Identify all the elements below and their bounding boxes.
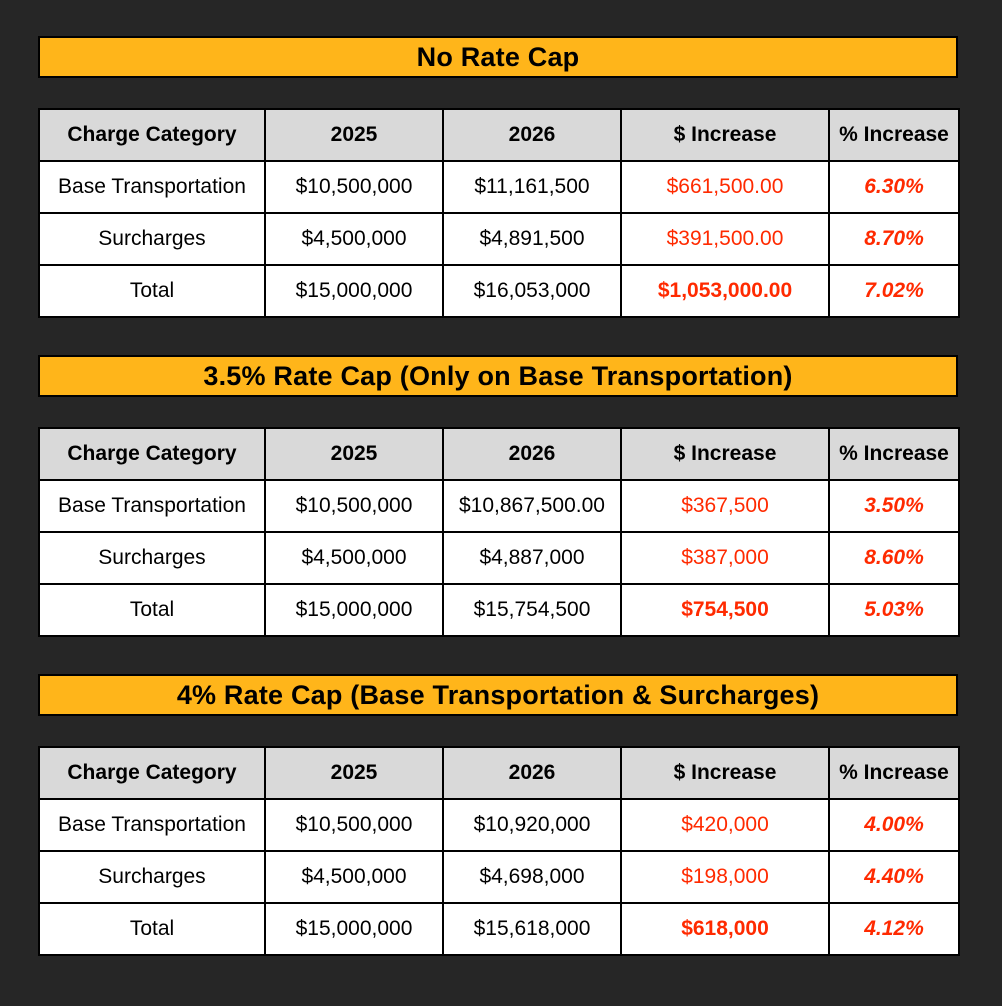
table-row: Base Transportation $10,500,000 $10,867,… bbox=[38, 479, 960, 533]
table-row: Surcharges $4,500,000 $4,887,000 $387,00… bbox=[38, 531, 960, 585]
cell-percent-increase: 4.12% bbox=[828, 902, 960, 956]
column-header-charge-category: Charge Category bbox=[38, 108, 266, 162]
column-header-charge-category: Charge Category bbox=[38, 427, 266, 481]
section-title-no-rate-cap: No Rate Cap bbox=[38, 36, 958, 78]
cell-2025: $10,500,000 bbox=[264, 160, 444, 214]
cell-percent-increase: 7.02% bbox=[828, 264, 960, 318]
cell-dollar-increase: $420,000 bbox=[620, 798, 830, 852]
cell-category: Total bbox=[38, 902, 266, 956]
cell-2025: $10,500,000 bbox=[264, 798, 444, 852]
column-header-2025: 2025 bbox=[264, 108, 444, 162]
cell-2026: $4,887,000 bbox=[442, 531, 622, 585]
column-header-percent-increase: % Increase bbox=[828, 427, 960, 481]
cell-percent-increase: 4.00% bbox=[828, 798, 960, 852]
cell-category: Base Transportation bbox=[38, 798, 266, 852]
table-total-row: Total $15,000,000 $16,053,000 $1,053,000… bbox=[38, 264, 960, 318]
column-header-percent-increase: % Increase bbox=[828, 108, 960, 162]
cell-2026: $10,920,000 bbox=[442, 798, 622, 852]
cell-category: Base Transportation bbox=[38, 479, 266, 533]
cell-category: Base Transportation bbox=[38, 160, 266, 214]
table-row: Base Transportation $10,500,000 $11,161,… bbox=[38, 160, 960, 214]
cell-2025: $15,000,000 bbox=[264, 264, 444, 318]
cell-2026: $4,698,000 bbox=[442, 850, 622, 904]
cell-category: Total bbox=[38, 264, 266, 318]
rate-table-4-cap: Charge Category 2025 2026 $ Increase % I… bbox=[38, 746, 960, 956]
column-header-2026: 2026 bbox=[442, 427, 622, 481]
table-header-row: Charge Category 2025 2026 $ Increase % I… bbox=[38, 108, 960, 162]
cell-category: Surcharges bbox=[38, 531, 266, 585]
cell-category: Surcharges bbox=[38, 850, 266, 904]
section-title-4-rate-cap: 4% Rate Cap (Base Transportation & Surch… bbox=[38, 674, 958, 716]
column-header-2026: 2026 bbox=[442, 746, 622, 800]
cell-2025: $4,500,000 bbox=[264, 850, 444, 904]
table-total-row: Total $15,000,000 $15,754,500 $754,500 5… bbox=[38, 583, 960, 637]
table-row: Base Transportation $10,500,000 $10,920,… bbox=[38, 798, 960, 852]
cell-2026: $10,867,500.00 bbox=[442, 479, 622, 533]
cell-percent-increase: 4.40% bbox=[828, 850, 960, 904]
column-header-percent-increase: % Increase bbox=[828, 746, 960, 800]
cell-2025: $10,500,000 bbox=[264, 479, 444, 533]
table-header-row: Charge Category 2025 2026 $ Increase % I… bbox=[38, 427, 960, 481]
cell-dollar-increase: $661,500.00 bbox=[620, 160, 830, 214]
cell-dollar-increase: $618,000 bbox=[620, 902, 830, 956]
cell-2026: $4,891,500 bbox=[442, 212, 622, 266]
cell-dollar-increase: $387,000 bbox=[620, 531, 830, 585]
cell-2026: $15,754,500 bbox=[442, 583, 622, 637]
column-header-dollar-increase: $ Increase bbox=[620, 108, 830, 162]
cell-percent-increase: 8.70% bbox=[828, 212, 960, 266]
table-header-row: Charge Category 2025 2026 $ Increase % I… bbox=[38, 746, 960, 800]
cell-dollar-increase: $391,500.00 bbox=[620, 212, 830, 266]
cell-percent-increase: 8.60% bbox=[828, 531, 960, 585]
column-header-dollar-increase: $ Increase bbox=[620, 746, 830, 800]
cell-percent-increase: 5.03% bbox=[828, 583, 960, 637]
rate-table-3-5-cap: Charge Category 2025 2026 $ Increase % I… bbox=[38, 427, 960, 637]
column-header-dollar-increase: $ Increase bbox=[620, 427, 830, 481]
cell-category: Surcharges bbox=[38, 212, 266, 266]
cell-dollar-increase: $1,053,000.00 bbox=[620, 264, 830, 318]
cell-percent-increase: 3.50% bbox=[828, 479, 960, 533]
cell-2025: $4,500,000 bbox=[264, 212, 444, 266]
cell-dollar-increase: $754,500 bbox=[620, 583, 830, 637]
cell-2025: $4,500,000 bbox=[264, 531, 444, 585]
column-header-2025: 2025 bbox=[264, 746, 444, 800]
cell-2026: $11,161,500 bbox=[442, 160, 622, 214]
section-title-3-5-rate-cap: 3.5% Rate Cap (Only on Base Transportati… bbox=[38, 355, 958, 397]
table-row: Surcharges $4,500,000 $4,698,000 $198,00… bbox=[38, 850, 960, 904]
cell-percent-increase: 6.30% bbox=[828, 160, 960, 214]
cell-dollar-increase: $198,000 bbox=[620, 850, 830, 904]
table-total-row: Total $15,000,000 $15,618,000 $618,000 4… bbox=[38, 902, 960, 956]
cell-2025: $15,000,000 bbox=[264, 583, 444, 637]
table-row: Surcharges $4,500,000 $4,891,500 $391,50… bbox=[38, 212, 960, 266]
column-header-charge-category: Charge Category bbox=[38, 746, 266, 800]
cell-dollar-increase: $367,500 bbox=[620, 479, 830, 533]
cell-2025: $15,000,000 bbox=[264, 902, 444, 956]
column-header-2025: 2025 bbox=[264, 427, 444, 481]
cell-category: Total bbox=[38, 583, 266, 637]
cell-2026: $15,618,000 bbox=[442, 902, 622, 956]
column-header-2026: 2026 bbox=[442, 108, 622, 162]
cell-2026: $16,053,000 bbox=[442, 264, 622, 318]
rate-table-no-cap: Charge Category 2025 2026 $ Increase % I… bbox=[38, 108, 960, 318]
